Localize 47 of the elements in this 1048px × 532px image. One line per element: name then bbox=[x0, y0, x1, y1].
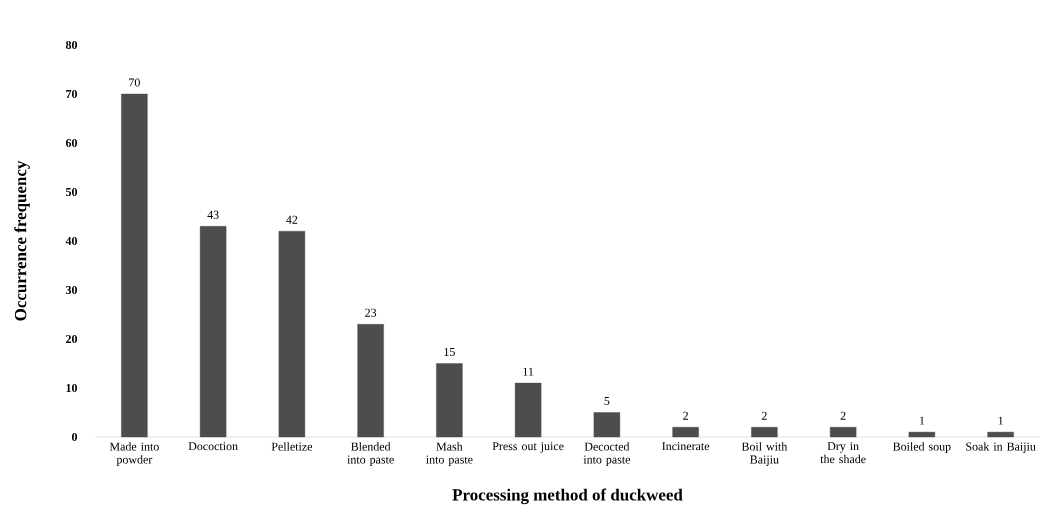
x-tick-label: Boil with Baijiu bbox=[741, 442, 788, 466]
bar bbox=[278, 231, 306, 438]
x-tick-label: Dry in the shade bbox=[820, 442, 866, 464]
bar bbox=[121, 93, 148, 438]
bar bbox=[514, 382, 542, 438]
x-tick-label: Made into powder bbox=[109, 442, 159, 466]
x-tick-label: Decocted into paste bbox=[583, 442, 631, 466]
y-tick-label: 30 bbox=[65, 285, 78, 295]
data-label: 11 bbox=[523, 367, 534, 376]
bar bbox=[672, 427, 699, 438]
data-label: 70 bbox=[129, 78, 140, 87]
data-label: 15 bbox=[444, 347, 455, 356]
bar bbox=[199, 226, 227, 438]
y-tick-label: 80 bbox=[65, 40, 78, 50]
x-tick-label: Soak in Baijiu bbox=[966, 442, 1036, 454]
y-tick-label: 40 bbox=[65, 236, 78, 246]
x-tick-label: Boiled soup bbox=[893, 442, 951, 454]
data-label: 42 bbox=[286, 215, 298, 224]
data-label: 2 bbox=[761, 411, 767, 420]
data-label: 43 bbox=[207, 210, 219, 219]
x-tick-label: Press out juice bbox=[492, 442, 564, 453]
data-label: 2 bbox=[683, 411, 688, 420]
y-axis-title: Occurrence frequency bbox=[14, 160, 30, 321]
y-tick-label: 20 bbox=[66, 334, 78, 344]
bar bbox=[829, 427, 857, 438]
x-tick-label: Pelletize bbox=[271, 442, 313, 451]
bar bbox=[751, 427, 778, 438]
x-tick-label: Incinerate bbox=[662, 442, 710, 451]
bar bbox=[908, 431, 936, 438]
x-axis-title: Processing method of duckweed bbox=[452, 488, 683, 505]
data-label: 5 bbox=[604, 397, 610, 405]
data-label: 23 bbox=[365, 308, 377, 317]
bar bbox=[357, 324, 384, 438]
data-label: 2 bbox=[840, 411, 846, 420]
x-tick-label: Blended into paste bbox=[347, 442, 394, 466]
y-tick-label: 60 bbox=[65, 138, 78, 148]
data-label: 1 bbox=[998, 416, 1003, 425]
bar bbox=[593, 412, 621, 438]
x-tick-label: Mash into paste bbox=[426, 442, 473, 466]
y-tick-label: 0 bbox=[71, 432, 78, 442]
x-tick-label: Docoction bbox=[188, 442, 238, 451]
y-tick-label: 70 bbox=[66, 89, 78, 99]
y-tick-label: 10 bbox=[66, 383, 78, 393]
y-tick-label: 50 bbox=[66, 187, 78, 197]
bar bbox=[987, 431, 1014, 438]
data-label: 1 bbox=[919, 416, 925, 425]
bar bbox=[436, 363, 463, 438]
